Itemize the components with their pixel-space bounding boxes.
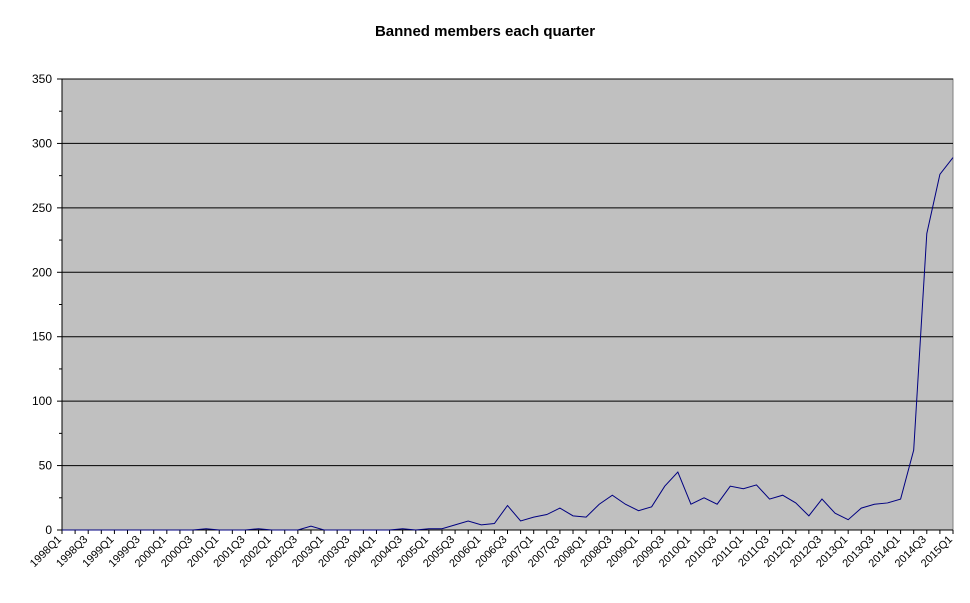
plot-area bbox=[61, 78, 954, 531]
y-tick-label: 50 bbox=[39, 459, 53, 473]
y-tick-label: 250 bbox=[32, 201, 52, 215]
series-line bbox=[62, 157, 954, 531]
y-tick-label: 150 bbox=[32, 330, 52, 344]
y-tick-label: 300 bbox=[32, 136, 52, 150]
y-tick-label: 200 bbox=[32, 265, 52, 279]
y-tick-label: 0 bbox=[45, 523, 52, 537]
y-tick-label: 350 bbox=[32, 72, 52, 86]
y-tick-label: 100 bbox=[32, 394, 52, 408]
chart-title: Banned members each quarter bbox=[375, 23, 595, 40]
